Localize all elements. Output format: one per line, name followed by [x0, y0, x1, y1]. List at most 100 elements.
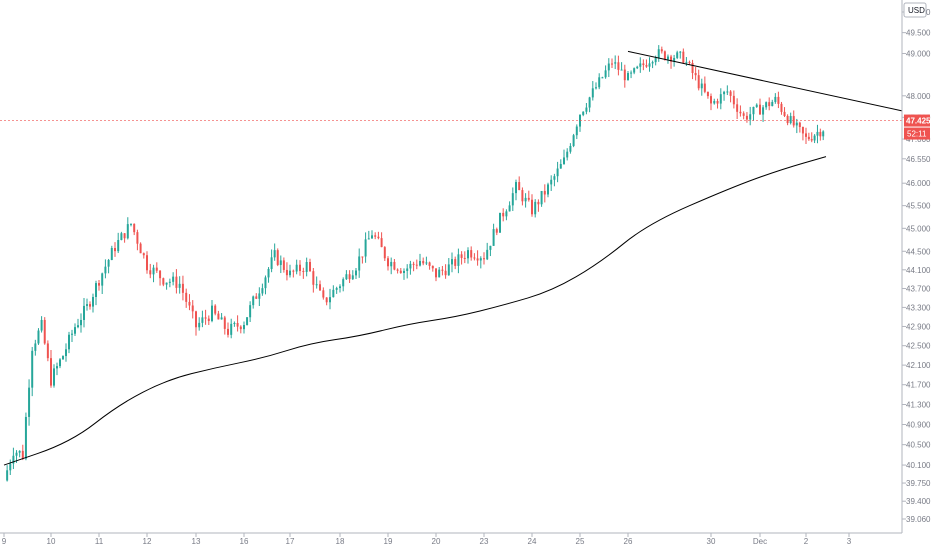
candle-body: [191, 305, 194, 312]
candle-body: [110, 248, 113, 260]
candle-body: [719, 94, 722, 104]
candle-body: [540, 190, 543, 205]
currency-box[interactable]: [903, 2, 927, 18]
price-tick-label: 42.100: [906, 361, 931, 370]
candle-body: [515, 182, 517, 194]
candle-body: [563, 157, 565, 165]
candle-body: [639, 63, 642, 67]
candle-body: [24, 416, 27, 459]
candle-body: [74, 327, 76, 334]
candle-body: [527, 197, 530, 200]
candle-body: [630, 72, 633, 74]
candle-body: [168, 281, 171, 283]
candle-body: [585, 107, 588, 112]
candle-body: [21, 450, 24, 459]
currency-label: USD: [908, 6, 925, 15]
candle-body: [476, 258, 479, 261]
candle-body: [204, 317, 207, 319]
candle-body: [460, 254, 463, 258]
candle-body: [92, 296, 94, 307]
candle-body: [227, 328, 229, 335]
candle-body: [319, 284, 321, 291]
candle-body: [239, 326, 242, 330]
candle-body: [302, 271, 305, 273]
plot-area[interactable]: [0, 45, 903, 482]
candle-body: [716, 100, 719, 104]
time-tick-label: 3: [847, 537, 852, 546]
candle-body: [396, 269, 399, 271]
candle-body: [807, 136, 810, 140]
candle-body: [339, 286, 341, 289]
time-tick-label: 18: [336, 537, 345, 546]
candle-body: [98, 283, 100, 286]
candle-body: [729, 91, 732, 96]
candle-body: [627, 73, 629, 81]
price-axis[interactable]: 50.00049.50049.00048.00047.50047.00046.5…: [901, 0, 931, 533]
candle-body: [617, 62, 620, 70]
candle-body: [399, 270, 402, 274]
candle-body: [315, 284, 318, 286]
candle-body: [380, 238, 383, 248]
price-tick-label: 44.100: [906, 266, 931, 275]
candle-body: [499, 212, 501, 233]
candle-body: [457, 254, 460, 266]
candle-body: [282, 260, 285, 270]
candle-body: [768, 102, 771, 107]
candle-body: [723, 91, 726, 95]
candle-body: [685, 61, 688, 63]
candle-body: [412, 263, 415, 265]
candle-body: [305, 262, 308, 272]
candle-body: [588, 97, 591, 108]
candle-body: [371, 235, 373, 239]
time-tick-label: 12: [143, 537, 152, 546]
candle-body: [654, 57, 657, 63]
candle-body: [428, 262, 431, 266]
candle-body: [816, 131, 819, 136]
candle-body: [387, 258, 389, 267]
countdown-label: 52:11: [907, 130, 927, 139]
time-tick-label: 16: [240, 537, 249, 546]
candle-body: [556, 168, 559, 177]
candle-body: [175, 276, 178, 288]
candle-body: [34, 343, 37, 351]
candle-body: [383, 247, 386, 259]
time-axis[interactable]: 9 10 11 12 13 16 17 18 19 20 23 24 25 26 30 Dec 2 3: [0, 532, 902, 546]
candle-body: [104, 266, 107, 274]
candle-body: [309, 262, 311, 272]
candle-body: [53, 368, 55, 386]
candle-body: [805, 133, 807, 137]
candle-body: [700, 83, 703, 89]
candle-body: [146, 255, 148, 271]
candle-body: [783, 111, 786, 116]
candle-body: [249, 305, 252, 318]
price-tick-label: 39.750: [906, 479, 931, 488]
candle-body: [367, 238, 370, 240]
candle-body: [31, 350, 34, 388]
candle-body: [819, 131, 822, 137]
candle-body: [633, 68, 636, 73]
candle-body: [537, 201, 540, 205]
candle-body: [165, 282, 168, 285]
candle-body: [774, 96, 777, 102]
candle-body: [648, 63, 651, 67]
candle-body: [312, 271, 315, 285]
candle-body: [198, 322, 201, 328]
candle-body: [285, 269, 288, 276]
candle-body: [9, 463, 12, 471]
candle-body: [755, 104, 758, 107]
candles: [6, 45, 825, 482]
candle-body: [374, 235, 377, 237]
candle-body: [185, 292, 188, 302]
candle-body: [691, 63, 694, 74]
candle-body: [71, 333, 73, 335]
candle-body: [201, 317, 204, 323]
candle-body: [492, 229, 495, 246]
candle-body: [454, 259, 457, 266]
candle-body: [703, 83, 706, 92]
candle-body: [299, 264, 301, 272]
candle-body: [220, 317, 223, 320]
trendline[interactable]: [627, 50, 903, 112]
candle-body: [742, 113, 745, 116]
